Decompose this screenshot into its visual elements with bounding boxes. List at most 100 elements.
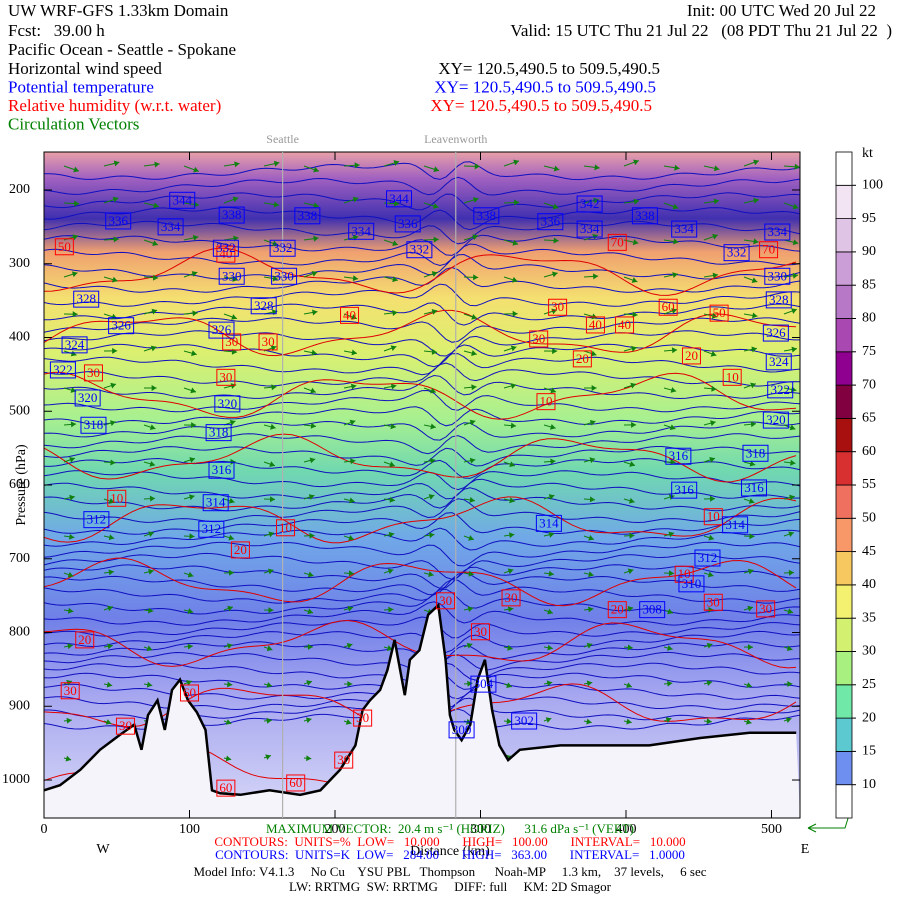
valid-time: Valid: 15 UTC Thu 21 Jul 22 (08 PDT Thu … xyxy=(510,21,892,40)
vector-head xyxy=(306,755,312,762)
vector-head xyxy=(312,309,318,316)
rh-label-box xyxy=(615,316,635,334)
rh-label: 10 xyxy=(707,509,720,524)
theta-label-box xyxy=(470,675,497,693)
vector-head xyxy=(390,383,397,390)
vector-head xyxy=(792,203,799,210)
vector-head xyxy=(514,199,520,206)
vector-head xyxy=(469,419,476,426)
vector-head xyxy=(547,644,553,651)
west-label: W xyxy=(96,842,110,857)
vector-head xyxy=(348,570,354,577)
vector-head xyxy=(792,272,799,279)
theta-label: 330 xyxy=(768,268,788,283)
vector-head xyxy=(225,755,232,762)
vector-head xyxy=(388,606,394,613)
vector-head xyxy=(633,198,640,205)
rh-label-box xyxy=(353,709,373,727)
vector-head xyxy=(149,495,156,502)
theta-label: 324 xyxy=(65,337,85,352)
vector-head xyxy=(469,496,475,503)
vector-head xyxy=(627,568,634,575)
theta-label: 338 xyxy=(635,208,655,223)
colorbar-swatch xyxy=(835,551,853,586)
vector-head xyxy=(510,345,517,352)
init-time: Init: 00 UTC Wed 20 Jul 22 xyxy=(687,1,876,20)
colorbar-swatch xyxy=(835,251,853,286)
rh-label-box xyxy=(436,592,456,610)
rh-label: 30 xyxy=(87,365,100,380)
vector-head xyxy=(65,755,72,762)
vector-head xyxy=(746,682,752,688)
rh-label-box xyxy=(334,751,354,769)
vector-head xyxy=(787,680,793,687)
footer-line: Model Info: V4.1.3 No Cu YSU PBL Thompso… xyxy=(193,864,706,879)
vector-head xyxy=(550,387,556,394)
theta-label: 326 xyxy=(766,325,786,340)
theta-label-box xyxy=(218,267,245,285)
rh-label-box xyxy=(216,779,236,797)
vector-head xyxy=(632,239,639,246)
theta-label-box xyxy=(49,361,76,379)
field-xy: XY= 120.5,490.5 to 509.5,490.5 xyxy=(430,96,652,115)
theta-label: 332 xyxy=(410,242,430,257)
vector-head xyxy=(228,569,234,576)
rh-label-box xyxy=(607,601,627,619)
theta-contour xyxy=(44,564,800,589)
vector-head xyxy=(313,202,319,209)
vector-head xyxy=(192,310,198,317)
vector-head xyxy=(273,201,280,208)
rh-label-box xyxy=(709,304,729,322)
vector-head xyxy=(347,605,354,612)
rh-label: 40 xyxy=(589,317,602,332)
vector-head xyxy=(431,271,438,277)
vector-head xyxy=(389,496,395,503)
rh-label-box xyxy=(286,774,306,792)
theta-label-box xyxy=(271,267,298,285)
theta-label: 316 xyxy=(674,482,694,497)
vector-head xyxy=(594,164,600,171)
vector-head xyxy=(106,681,113,688)
vector-head xyxy=(307,571,314,578)
vector-head xyxy=(431,308,438,315)
theta-label-box xyxy=(765,291,792,309)
rh-contour xyxy=(44,247,797,296)
vector-head xyxy=(708,534,715,541)
vector-head xyxy=(550,458,556,465)
colorbar-swatch xyxy=(835,484,853,519)
vector-head xyxy=(268,607,274,614)
colorbar-swatch xyxy=(835,517,853,552)
vector-head xyxy=(311,271,318,277)
vector-head xyxy=(630,382,636,389)
rh-label: 20 xyxy=(611,602,624,617)
colorbar-label: 45 xyxy=(862,544,876,559)
vector-head xyxy=(307,643,313,650)
theta-contour xyxy=(44,176,800,196)
vector-head xyxy=(72,311,78,318)
vector-head xyxy=(266,645,273,652)
vector-head xyxy=(706,680,713,687)
rh-label-box xyxy=(681,347,701,365)
colorbar-swatch xyxy=(835,584,853,619)
vector-head xyxy=(788,569,794,576)
vector-head xyxy=(428,571,434,578)
theta-label-box xyxy=(671,481,698,499)
vector-head xyxy=(709,457,715,463)
colorbar-label: 90 xyxy=(862,244,876,259)
theta-label-box xyxy=(208,321,235,339)
rh-label: 30 xyxy=(262,334,275,349)
vector-head xyxy=(667,680,673,687)
theta-label: 318 xyxy=(209,425,229,440)
vector-head xyxy=(349,497,355,504)
vector-head xyxy=(310,422,317,429)
colorbar-label: 40 xyxy=(862,577,876,592)
vector-head xyxy=(152,274,159,281)
vector-head xyxy=(471,313,477,320)
theta-contour xyxy=(44,552,800,580)
theta-label-box xyxy=(198,520,225,538)
vector-head xyxy=(586,680,593,687)
plot-layer xyxy=(44,602,800,818)
theta-contour xyxy=(44,527,800,551)
vector-head xyxy=(266,717,272,724)
theta-label: 318 xyxy=(84,417,104,432)
